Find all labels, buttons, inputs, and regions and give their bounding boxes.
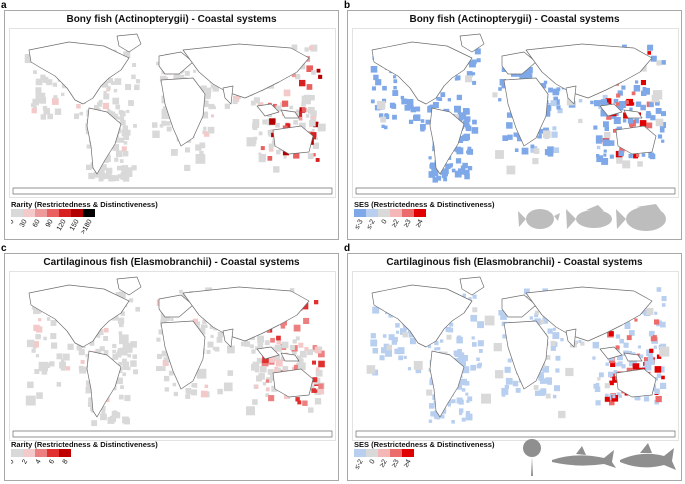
panel-d-legend-tick: ≥4: [403, 458, 413, 468]
world-map-b: [352, 28, 679, 198]
panel-a-legend-tick: 120: [56, 218, 68, 232]
panel-a-legend-tick: 90: [45, 218, 55, 228]
reef-fish-icon: [566, 205, 612, 229]
panel-b-legend: ≤-3 ≤-2 0 ≥2 ≥3 ≥4: [354, 209, 426, 231]
panel-d-legend-swatch: [402, 449, 414, 457]
panel-c-legend-tick: 4: [35, 458, 43, 465]
panel-a-legend-title: Rarity (Restrictedness & Distinctiveness…: [11, 200, 158, 209]
panel-d-letter: d: [344, 243, 351, 254]
bony-fish-silhouettes: [518, 204, 666, 231]
panel-b-legend-tick: ≤-3: [354, 218, 365, 230]
panel-c: Cartilaginous fish (Elasmobranchii) - Co…: [4, 253, 339, 481]
panel-b-letter: b: [344, 0, 351, 11]
panel-d-legend-tick: 0: [369, 458, 377, 465]
panel-c-legend-swatch: [11, 449, 23, 457]
panel-c-legend-tick: 2: [21, 458, 29, 465]
panel-d-title: Cartilaginous fish (Elasmobranchii) - Co…: [386, 257, 643, 268]
panel-a-letter: a: [1, 0, 7, 11]
world-map-a: [9, 28, 336, 198]
panel-a-title: Bony fish (Actinopterygii) - Coastal sys…: [66, 14, 277, 25]
pufferfish-icon: [518, 209, 560, 229]
panel-a-legend-tick: 60: [32, 218, 42, 228]
panel-b-legend-tick: ≥2: [391, 218, 401, 228]
panel-a-legend-swatch: [59, 209, 71, 217]
panel-b-legend-swatch: [402, 209, 414, 217]
panel-d-legend-tick: ≥2: [379, 458, 389, 468]
panel-c-legend-tick: 8: [62, 458, 70, 465]
panel-d-legend-swatch: [366, 449, 378, 457]
panel-c-legend-swatch: [59, 449, 71, 457]
panel-c-legend-tick: 0: [11, 458, 16, 465]
cartilaginous-fish-silhouettes: [523, 439, 676, 476]
panel-a-legend-swatch: [23, 209, 35, 217]
panel-d: Cartilaginous fish (Elasmobranchii) - Co…: [347, 253, 682, 481]
panel-b-legend-swatch: [414, 209, 426, 217]
panel-b-legend-tick: ≥4: [415, 218, 425, 228]
panel-b-legend-tick: 0: [381, 218, 389, 225]
panel-a-legend-tick: 0: [11, 218, 16, 225]
panel-b-title: Bony fish (Actinopterygii) - Coastal sys…: [409, 14, 620, 25]
grouper-icon: [616, 204, 666, 231]
panel-b-legend-tick: ≥3: [403, 218, 413, 228]
panel-a-legend-swatch: [47, 209, 59, 217]
ray-icon: [523, 439, 541, 476]
panel-a: Bony fish (Actinopterygii) - Coastal sys…: [4, 10, 339, 240]
panel-a-legend-swatch: [11, 209, 23, 217]
world-map-d: [352, 271, 679, 441]
panel-a-legend-tick: >180: [80, 218, 94, 235]
panel-b-legend-title: SES (Restrictedness & Distinctiveness): [354, 200, 495, 209]
panel-b-legend-swatch: [366, 209, 378, 217]
panel-a-legend-swatch: [83, 209, 95, 217]
panel-a-legend: 0 30 60 90 120 150 >180: [11, 209, 95, 236]
panel-b-legend-swatch: [378, 209, 390, 217]
panel-b-legend-swatch: [390, 209, 402, 217]
panel-b: Bony fish (Actinopterygii) - Coastal sys…: [347, 10, 682, 240]
panel-a-legend-swatch: [71, 209, 83, 217]
panel-c-letter: c: [1, 243, 7, 254]
world-map-c: [9, 271, 336, 441]
panel-a-legend-swatch: [35, 209, 47, 217]
shark-icon: [552, 446, 616, 468]
panel-c-legend-swatch: [23, 449, 35, 457]
panel-c-legend-title: Rarity (Restrictedness & Distinctiveness…: [11, 440, 158, 449]
panel-d-legend-title: SES (Restrictedness & Distinctiveness): [354, 440, 495, 449]
panel-c-title: Cartilaginous fish (Elasmobranchii) - Co…: [43, 257, 300, 268]
panel-d-legend: ≤-2 0 ≥2 ≥3 ≥4: [354, 449, 414, 471]
panel-b-legend-swatch: [354, 209, 366, 217]
panel-d-legend-tick: ≥3: [391, 458, 401, 468]
panel-d-legend-swatch: [354, 449, 366, 457]
panel-c-legend-tick: 6: [48, 458, 56, 465]
tuna-shark-icon: [620, 443, 676, 470]
panel-a-legend-tick: 30: [19, 218, 29, 228]
panel-c-legend-swatch: [47, 449, 59, 457]
panel-d-legend-swatch: [390, 449, 402, 457]
panel-d-legend-swatch: [378, 449, 390, 457]
panel-d-legend-tick: ≤-2: [354, 458, 365, 470]
panel-b-legend-tick: ≤-2: [366, 218, 377, 230]
panel-a-legend-tick: 150: [69, 218, 81, 232]
panel-c-legend-swatch: [35, 449, 47, 457]
